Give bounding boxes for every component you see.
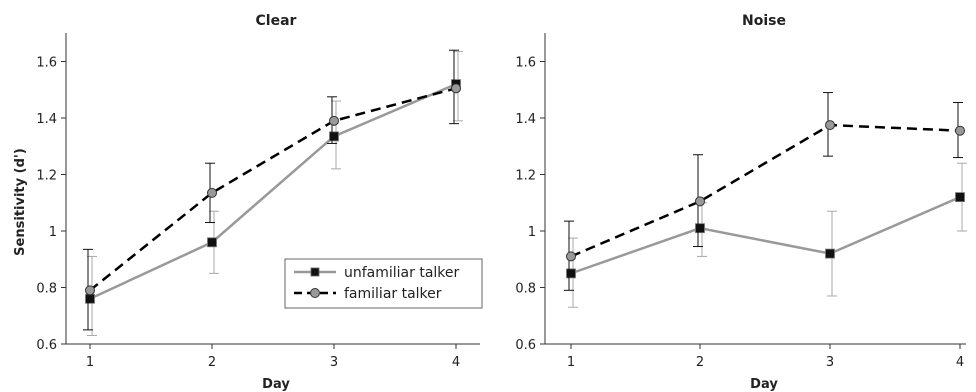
data-point-familiar-talker [955, 125, 965, 136]
y-axis-label-clear: Sensitivity (d') [13, 148, 28, 256]
x-tick-label: 3 [330, 355, 338, 370]
y-tick-label: 1.4 [36, 112, 57, 127]
data-point-unfamiliar-talker [955, 192, 965, 203]
x-axis-label-noise: Day [750, 377, 778, 392]
data-point-unfamiliar-talker [329, 131, 339, 142]
data-point-familiar-talker [85, 285, 95, 296]
series-line-familiar-talker [570, 123, 961, 258]
legend-box [284, 258, 483, 309]
y-tick-label: 0.6 [515, 338, 536, 353]
x-tick-label: 1 [86, 355, 94, 370]
y-tick-label: 1.2 [515, 169, 536, 184]
plot-area-noise: 0.6 0.8 1 1.2 1.4 1.6 1 2 3 4 [515, 33, 967, 370]
series-line-familiar-talker [89, 87, 457, 292]
y-tick-label: 1.4 [515, 112, 536, 127]
data-point-familiar-talker [566, 251, 576, 262]
legend: unfamiliar talker familiar talker [284, 258, 483, 309]
data-point-familiar-talker [329, 115, 339, 126]
y-tick-label: 0.8 [36, 282, 57, 297]
panel-title-noise: Noise [742, 13, 786, 29]
x-axis-label-clear: Day [262, 377, 290, 392]
y-tick-label: 1.2 [36, 169, 57, 184]
y-tick-label: 1.6 [36, 56, 57, 71]
data-point-unfamiliar-talker [85, 293, 95, 304]
series-line-unfamiliar-talker [570, 195, 961, 275]
plot-area-clear: 0.6 0.8 1 1.2 1.4 1.6 1 2 3 4 [36, 33, 480, 370]
x-tick-label: 1 [567, 355, 575, 370]
legend-label-unfamiliar: unfamiliar talker [344, 265, 460, 281]
x-tick-label: 2 [696, 355, 704, 370]
y-tick-label: 0.8 [515, 282, 536, 297]
legend-marker-square [310, 267, 320, 277]
data-point-unfamiliar-talker [207, 237, 217, 248]
y-tick-label: 1 [49, 225, 57, 240]
x-tick-label: 4 [452, 355, 460, 370]
data-point-familiar-talker [451, 83, 461, 94]
panel-title-clear: Clear [256, 13, 297, 29]
data-point-unfamiliar-talker [566, 268, 576, 279]
y-tick-label: 1.6 [515, 56, 536, 71]
panel-noise: Noise Day 0.6 0.8 1 1.2 1.4 1.6 1 2 3 4 [515, 13, 967, 392]
data-point-unfamiliar-talker [695, 223, 705, 234]
x-tick-label: 3 [826, 355, 834, 370]
panel-clear: Clear Day Sensitivity (d') 0.6 0.8 1 1.2 1.4… [13, 13, 480, 392]
data-point-familiar-talker [695, 196, 705, 207]
y-tick-label: 1 [528, 225, 536, 240]
data-point-unfamiliar-talker [825, 248, 835, 259]
x-tick-label: 2 [208, 355, 216, 370]
data-point-familiar-talker [825, 120, 835, 131]
legend-marker-circle [310, 288, 320, 298]
series-line-unfamiliar-talker [89, 82, 457, 300]
x-tick-label: 4 [956, 355, 964, 370]
legend-label-familiar: familiar talker [344, 286, 442, 302]
data-point-familiar-talker [207, 187, 217, 198]
y-tick-label: 0.6 [36, 338, 57, 353]
